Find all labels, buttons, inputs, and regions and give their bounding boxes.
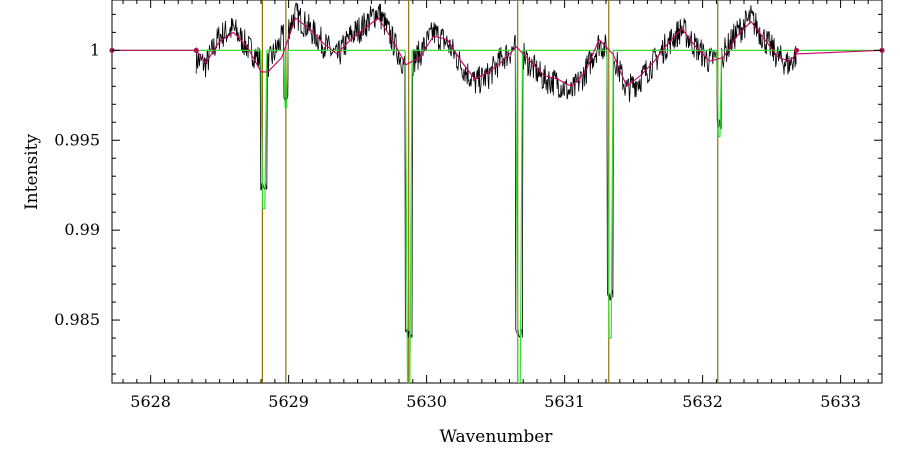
fit-endpoint-marker bbox=[793, 47, 800, 53]
x-tick-label: 5633 bbox=[820, 392, 861, 411]
axes bbox=[111, 0, 883, 384]
x-axis-label: Wavenumber bbox=[440, 427, 554, 447]
fit-endpoint-marker bbox=[193, 47, 199, 53]
x-tick-label: 5632 bbox=[682, 392, 723, 411]
series-layer bbox=[109, 2, 885, 383]
series-group bbox=[112, 2, 882, 383]
observed-spectrum-line bbox=[195, 2, 797, 339]
y-axis-label: Intensity bbox=[22, 134, 42, 210]
x-tick-label: 5628 bbox=[130, 392, 171, 411]
reference-absorption-line bbox=[112, 49, 882, 383]
x-tick-label: 5630 bbox=[406, 392, 447, 411]
vertical-markers bbox=[261, 0, 719, 383]
model-fit-line bbox=[112, 17, 882, 88]
y-tick-label: 1 bbox=[90, 40, 100, 59]
y-tick-label: 0.995 bbox=[54, 130, 100, 149]
y-tick-label: 0.985 bbox=[54, 310, 100, 329]
plot-frame bbox=[111, 0, 883, 384]
x-tick-label: 5631 bbox=[544, 392, 585, 411]
x-tick-label: 5629 bbox=[268, 392, 309, 411]
y-tick-label: 0.99 bbox=[64, 220, 100, 239]
tick-layer: 5628 5629 5630 5631 5632 5633 0.985 0.99 0.995 1 bbox=[54, 0, 883, 411]
